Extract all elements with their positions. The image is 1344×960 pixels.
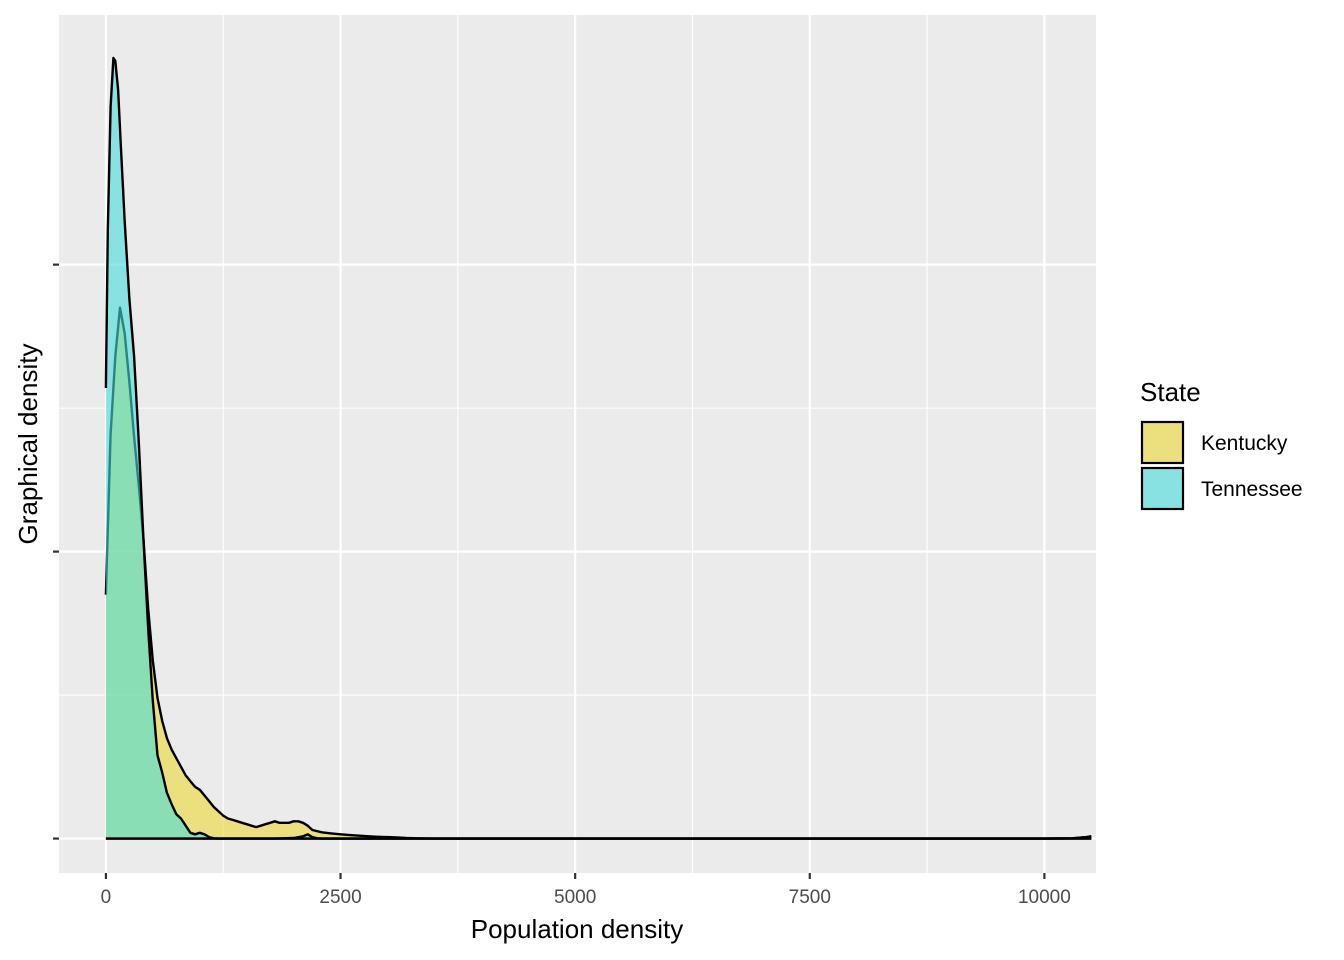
legend-label-kentucky: Kentucky <box>1201 432 1288 455</box>
plot-panel <box>59 15 1096 873</box>
legend: State Kentucky Tennessee <box>1140 377 1303 511</box>
x-tick-label: 10000 <box>1018 887 1071 908</box>
legend-swatch-kentucky <box>1140 420 1185 465</box>
kentucky-density-line <box>104 306 1092 840</box>
legend-swatch-tennessee <box>1140 466 1185 511</box>
legend-label-tennessee: Tennessee <box>1201 478 1303 501</box>
x-axis: 0 2500 5000 7500 10000 <box>101 873 1071 908</box>
y-axis <box>53 263 59 840</box>
x-tick-label: 5000 <box>554 887 596 908</box>
x-tick-label: 2500 <box>319 887 361 908</box>
legend-entries: Kentucky Tennessee <box>1140 420 1303 511</box>
grid-minor <box>59 15 1096 873</box>
legend-title: State <box>1140 377 1201 407</box>
x-tick-label: 7500 <box>789 887 831 908</box>
series-layer <box>104 56 1092 840</box>
y-axis-title: Graphical density <box>13 344 43 545</box>
x-axis-title: Population density <box>471 914 683 944</box>
x-tick-label: 0 <box>101 887 112 908</box>
